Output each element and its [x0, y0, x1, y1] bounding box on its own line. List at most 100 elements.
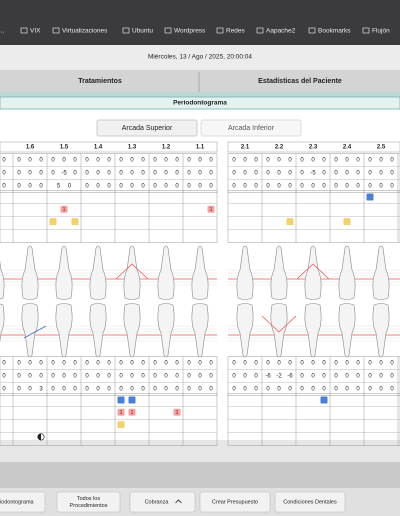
tooth — [304, 303, 322, 358]
tab[interactable]: Estadísticas del Paciente — [258, 78, 342, 85]
probe-value: -5 — [310, 171, 316, 177]
probe-value: 0 — [187, 184, 191, 190]
bookmark[interactable]: Bookmarks — [318, 28, 351, 35]
probe-value: 0 — [345, 158, 349, 164]
probe-value: 0 — [39, 184, 43, 190]
probe-value: 0 — [334, 361, 338, 367]
tooth — [157, 303, 175, 358]
probe-value: 0 — [51, 361, 55, 367]
probe-value: 0 — [300, 158, 304, 164]
recession-mark — [115, 263, 149, 280]
tooth — [89, 245, 107, 300]
bookmark[interactable]: Flujón — [372, 28, 390, 35]
bookmark[interactable]: Redes — [226, 28, 246, 35]
probe-value: 0 — [96, 387, 100, 393]
folder-icon — [52, 27, 60, 34]
probe-value: 0 — [130, 361, 134, 367]
table-frame — [0, 153, 218, 193]
probe-value: 0 — [141, 158, 145, 164]
tab[interactable]: Tratamientos — [78, 78, 122, 85]
probe-value: 0 — [119, 374, 123, 380]
tooth — [89, 303, 107, 358]
bookmark[interactable]: Aapache2 — [266, 28, 296, 35]
probe-value: 0 — [85, 361, 89, 367]
probe-value: 0 — [356, 387, 360, 393]
bookmark[interactable]: ctr... — [0, 28, 4, 35]
probe-value: 0 — [345, 171, 349, 177]
probe-value: 0 — [96, 171, 100, 177]
arch-button[interactable] — [200, 119, 302, 137]
probe-value: 0 — [51, 374, 55, 380]
probe-value: 0 — [141, 184, 145, 190]
bookmark[interactable]: Wordpress — [174, 28, 206, 35]
probe-value: 0 — [130, 387, 134, 393]
bookmark[interactable]: Ubuntu — [132, 28, 153, 35]
probe-value: 0 — [96, 374, 100, 380]
probe-value: 0 — [232, 184, 236, 190]
arch-label[interactable]: Arcada Inferior — [228, 125, 275, 132]
toolbar-label[interactable]: Crear Presupuesto — [212, 499, 258, 505]
bookmark[interactable]: VIX — [30, 28, 41, 35]
probe-value: 0 — [368, 184, 372, 190]
probe-value: 0 — [345, 184, 349, 190]
arch-button[interactable] — [96, 119, 198, 137]
probe-value: 0 — [334, 158, 338, 164]
probe-value: 0 — [130, 184, 134, 190]
probe-value: 0 — [141, 361, 145, 367]
toolbar-button[interactable] — [199, 491, 271, 513]
probe-value: 0 — [164, 374, 168, 380]
toolbar-button[interactable] — [0, 491, 46, 513]
probe-value: 0 — [232, 158, 236, 164]
probe-value: 0 — [254, 374, 258, 380]
toolbar-button[interactable] — [56, 491, 121, 513]
probe-value: 0 — [209, 158, 213, 164]
probe-value: 0 — [243, 158, 247, 164]
probe-value: 0 — [153, 361, 157, 367]
probe-value: 0 — [73, 387, 77, 393]
probe-value: 0 — [311, 158, 315, 164]
probe-value: 0 — [175, 361, 179, 367]
toolbar-button[interactable] — [129, 491, 196, 513]
probe-value: 0 — [209, 171, 213, 177]
probe-value: 0 — [73, 158, 77, 164]
probe-value: 0 — [300, 184, 304, 190]
folder-icon — [216, 27, 224, 34]
toolbar-button[interactable] — [274, 491, 346, 513]
probe-value: 0 — [17, 158, 21, 164]
toolbar-label[interactable]: Todos los — [77, 496, 100, 502]
arch-label[interactable]: Arcada Superior — [122, 125, 173, 132]
toolbar-label[interactable]: Condiciones Dentales — [283, 499, 337, 505]
toolbar-label[interactable]: Cobranza — [145, 499, 170, 505]
probe-value: 0 — [345, 387, 349, 393]
tooth — [270, 303, 288, 358]
marker — [117, 408, 125, 416]
table-header — [0, 141, 218, 153]
toolbar-label[interactable]: Periodontograma — [0, 499, 35, 505]
probe-value: 0 — [164, 171, 168, 177]
probe-value: 0 — [300, 361, 304, 367]
probe-value: 0 — [322, 374, 326, 380]
probe-value: 0 — [368, 158, 372, 164]
probe-value: 0 — [28, 158, 32, 164]
probe-value: 0 — [266, 184, 270, 190]
date-bar — [0, 45, 400, 70]
probe-value: 0 — [130, 374, 134, 380]
probe-value: 0 — [141, 171, 145, 177]
probe-value: 0 — [175, 184, 179, 190]
probe-value: 0 — [300, 387, 304, 393]
probe-value: 0 — [243, 184, 247, 190]
datetime: Miércoles, 13 / Ago / 2025, 20:00:04 — [148, 54, 252, 61]
tooth — [236, 303, 254, 358]
tooth-number: 1.2 — [162, 145, 171, 151]
probe-value: 0 — [198, 387, 202, 393]
marker-label: 1 — [175, 410, 178, 416]
bookmark[interactable]: Virtualizaciones — [62, 28, 108, 35]
probe-value: 0 — [164, 158, 168, 164]
probe-value: 0 — [187, 361, 191, 367]
marker — [128, 396, 136, 404]
tooth — [191, 245, 209, 300]
probe-value: 0 — [2, 184, 6, 190]
toolbar-label[interactable]: Procedimientos — [70, 503, 108, 509]
probe-value: 0 — [277, 361, 281, 367]
